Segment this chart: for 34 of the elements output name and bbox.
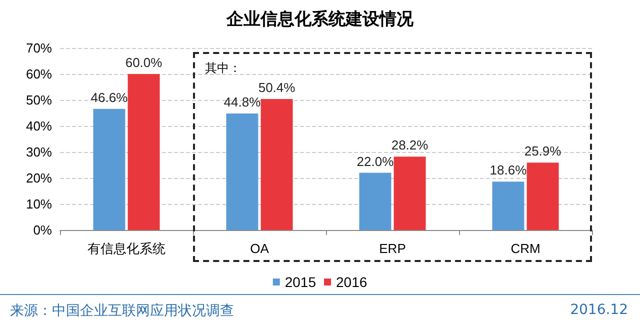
chart-title: 企业信息化系统建设情况 (226, 10, 414, 30)
x-tick-label: ERP (379, 241, 406, 256)
x-tick-label: CRM (510, 241, 540, 256)
data-label: 50.4% (258, 80, 296, 95)
bar (93, 108, 126, 230)
x-tick-label: 有信息化系统 (88, 241, 166, 256)
bar (526, 162, 559, 230)
data-label: 28.2% (391, 138, 429, 153)
text: 2016.12 (570, 302, 628, 318)
data-label: 46.6% (90, 90, 128, 105)
data-label: 25.9% (524, 144, 562, 159)
data-label: 18.6% (490, 162, 528, 178)
y-tick-label: 10% (26, 196, 52, 212)
y-tick-label: 30% (26, 144, 52, 160)
data-label: 22.0% (356, 154, 394, 169)
legend-label: 2016 (336, 274, 368, 290)
x-tick-label: OA (250, 241, 270, 256)
y-tick-label: 60% (26, 66, 52, 82)
y-tick-label: 50% (26, 92, 52, 108)
bar (359, 172, 392, 230)
bar (260, 98, 293, 230)
source-note: 来源：中国企业互联网应用状况调查 (10, 302, 234, 320)
y-tick-label: 40% (26, 118, 52, 134)
bar (394, 156, 426, 230)
annotation: 其中： (205, 60, 241, 77)
y-tick-label: 20% (26, 170, 52, 186)
bar (492, 182, 524, 230)
y-tick-label: 70% (26, 40, 52, 56)
bar (226, 114, 258, 230)
data-label: 44.8% (224, 94, 262, 110)
bar (128, 74, 160, 230)
y-tick-label: 0% (33, 222, 52, 238)
data-label: 60.0% (125, 55, 163, 70)
legend-label: 2015 (284, 274, 316, 290)
